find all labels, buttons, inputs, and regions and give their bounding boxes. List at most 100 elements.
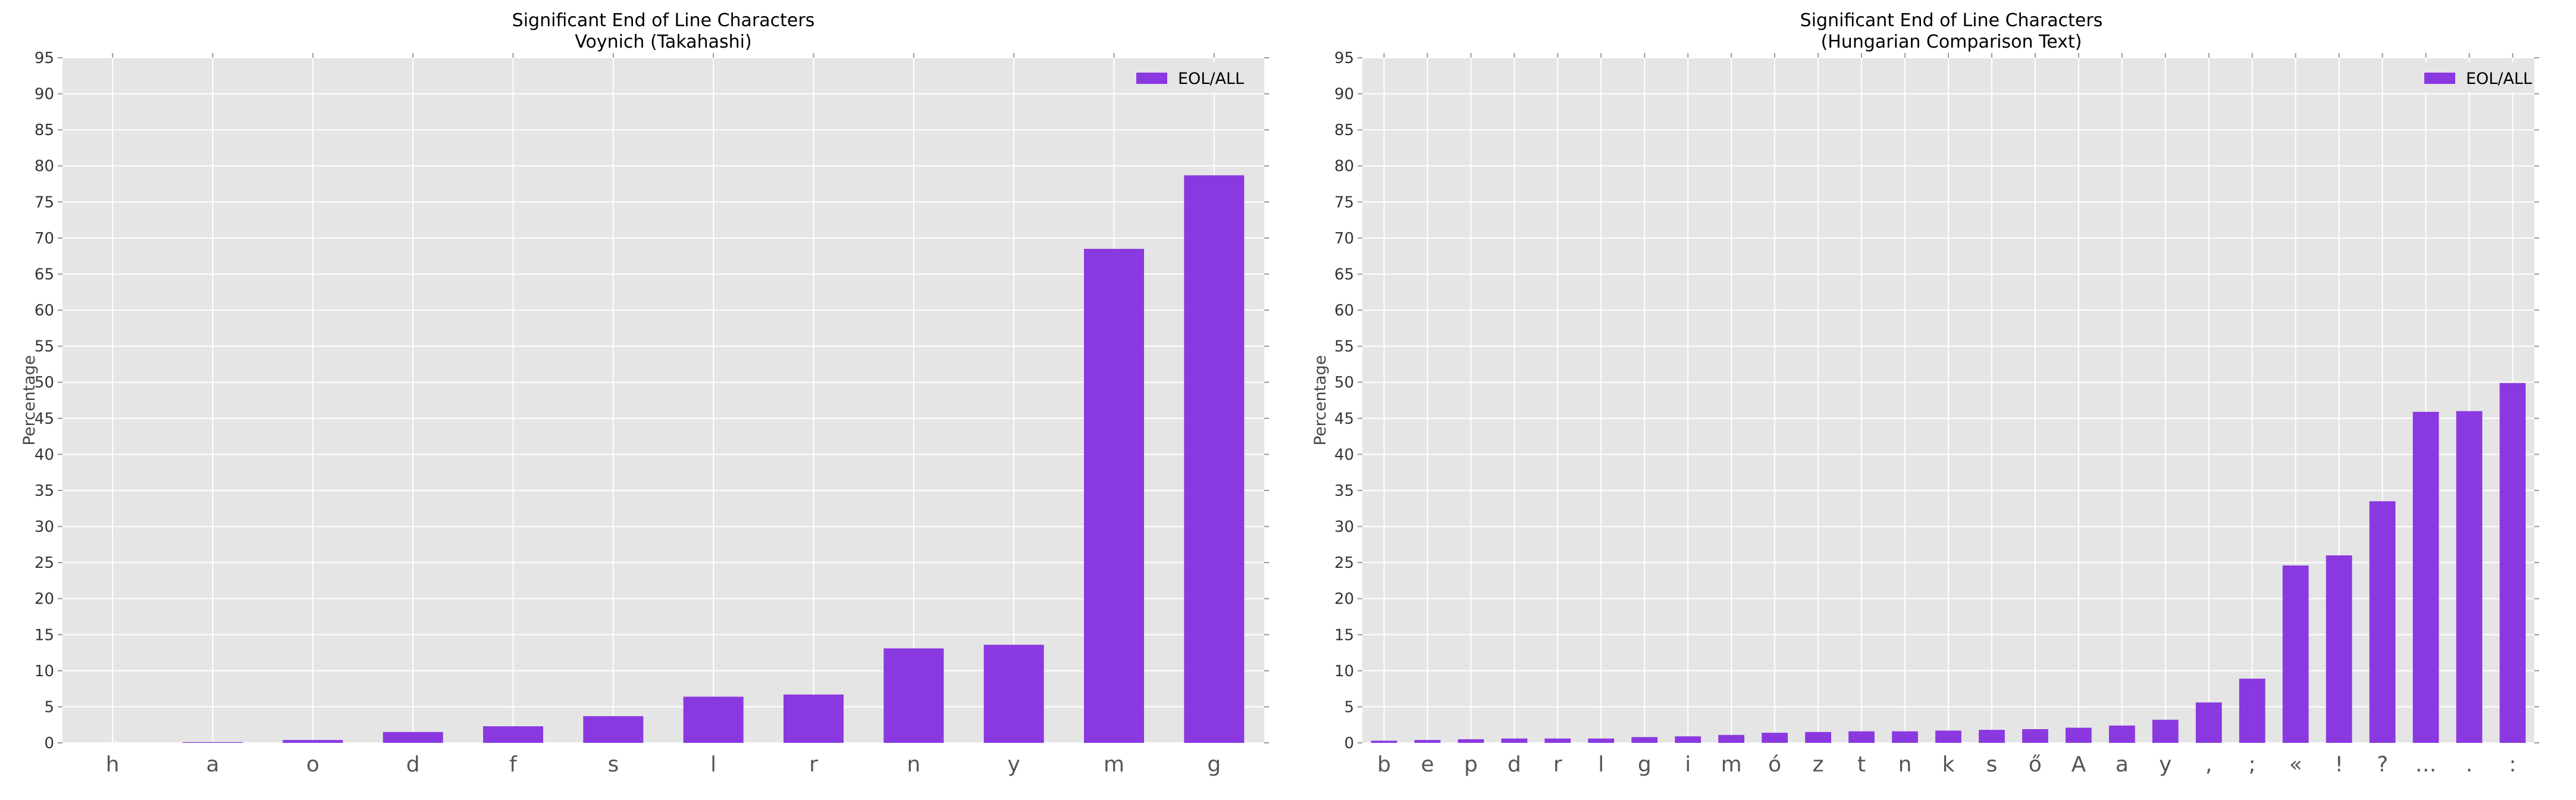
y-axis-label: Percentage <box>20 355 39 446</box>
legend-swatch <box>2424 73 2455 84</box>
x-tick-label: s <box>607 752 619 777</box>
bar <box>1848 731 1875 743</box>
bar <box>383 732 443 743</box>
y-tick-label: 35 <box>1334 482 1354 500</box>
x-tick-label: y <box>1008 752 1020 777</box>
x-tick-label: ! <box>2334 752 2343 777</box>
x-tick-label: n <box>1898 752 1912 777</box>
y-tick-label: 5 <box>1344 698 1354 716</box>
x-tick-label: b <box>1377 752 1391 777</box>
bar <box>2108 725 2135 743</box>
y-tick-label: 65 <box>1334 265 1354 283</box>
bar <box>1979 730 2005 743</box>
x-tick-label: g <box>1638 752 1651 777</box>
bar <box>1371 740 1397 743</box>
x-tick-label: d <box>406 752 420 777</box>
x-tick-label: , <box>2205 752 2212 777</box>
x-tick-label: « <box>2289 752 2302 777</box>
chart-title: Significant End of Line Characters <box>512 10 815 31</box>
bar <box>2152 720 2179 743</box>
bar <box>2369 501 2396 743</box>
x-tick-label: s <box>1986 752 1998 777</box>
y-tick-label: 60 <box>1334 302 1354 320</box>
bar <box>283 740 343 743</box>
y-tick-label: 85 <box>1334 121 1354 139</box>
x-tick-label: z <box>1813 752 1824 777</box>
y-tick-label: 20 <box>1334 590 1354 608</box>
y-tick-label: 80 <box>1334 158 1354 176</box>
bar <box>784 694 844 743</box>
x-tick-label: A <box>2072 752 2086 777</box>
bar <box>883 648 944 743</box>
bar <box>1718 735 1745 743</box>
bar <box>2499 383 2526 743</box>
x-tick-label: d <box>1508 752 1521 777</box>
y-tick-label: 95 <box>35 49 54 67</box>
y-tick-label: 70 <box>1334 230 1354 248</box>
legend-label: EOL/ALL <box>1178 70 1244 88</box>
bar <box>2326 555 2352 743</box>
chart-title: (Hungarian Comparison Text) <box>1821 32 2082 52</box>
x-tick-label: n <box>907 752 920 777</box>
x-tick-label: . <box>2466 752 2472 777</box>
bar <box>1458 739 1484 743</box>
x-tick-label: a <box>2116 752 2129 777</box>
y-tick-label: 95 <box>1334 49 1354 67</box>
bar <box>1588 738 1615 743</box>
y-tick-label: 35 <box>35 482 54 500</box>
bar <box>1414 740 1441 743</box>
y-tick-label: 55 <box>1334 338 1354 356</box>
legend: EOL/ALL <box>1130 62 1259 92</box>
y-tick-label: 45 <box>1334 410 1354 428</box>
bar <box>2412 411 2439 743</box>
y-tick-label: 30 <box>1334 518 1354 536</box>
y-tick-label: 85 <box>35 121 54 139</box>
x-tick-label: k <box>1942 752 1955 777</box>
y-tick-label: 45 <box>35 410 54 428</box>
y-tick-label: 65 <box>35 265 54 283</box>
bar <box>1675 736 1701 743</box>
x-tick-label: : <box>2509 752 2516 777</box>
bar <box>2195 702 2222 743</box>
bar <box>1762 733 1788 743</box>
x-tick-label: p <box>1464 752 1478 777</box>
bar <box>2456 411 2483 743</box>
bar <box>683 696 744 743</box>
bar <box>183 742 243 743</box>
y-tick-label: 40 <box>1334 446 1354 464</box>
chart-panel-1: 0 5 10 15 20 25 30 35 40 45 50 55 60 65 70 75 80 85 90 95 h a… <box>20 10 1269 777</box>
x-tick-label: ó <box>1768 752 1781 777</box>
y-tick-label: 0 <box>44 735 54 752</box>
legend-label: EOL/ALL <box>2466 70 2532 88</box>
y-tick-label: 80 <box>35 158 54 176</box>
y-tick-label: 25 <box>35 554 54 572</box>
bar <box>2239 679 2265 743</box>
y-tick-label: 90 <box>35 86 54 104</box>
bar <box>2282 565 2309 743</box>
x-tick-label: t <box>1857 752 1866 777</box>
bar <box>1892 731 1918 743</box>
bar <box>1084 249 1144 743</box>
x-tick-label: o <box>306 752 319 777</box>
y-tick-label: 15 <box>1334 626 1354 644</box>
bar <box>1544 738 1571 743</box>
x-tick-label: l <box>1598 752 1604 777</box>
chart-title: Significant End of Line Characters <box>1800 10 2103 31</box>
x-tick-label: y <box>2159 752 2171 777</box>
y-tick-label: 5 <box>44 698 54 716</box>
y-tick-label: 60 <box>35 302 54 320</box>
x-tick-label: g <box>1207 752 1221 777</box>
bar <box>1501 738 1528 743</box>
x-tick-label: m <box>1721 752 1742 777</box>
x-tick-label: r <box>809 752 818 777</box>
chart-panel-2: 0 5 10 15 20 25 30 35 40 45 50 55 60 65 70 75 80 85 90 95 b e… <box>1311 10 2539 777</box>
x-tick-label: ? <box>2377 752 2388 777</box>
bar <box>2066 727 2092 743</box>
x-tick-label: i <box>1685 752 1691 777</box>
x-tick-label: m <box>1104 752 1124 777</box>
legend: EOL/ALL <box>2418 62 2532 92</box>
chart-title: Voynich (Takahashi) <box>575 32 751 52</box>
y-tick-label: 10 <box>1334 662 1354 680</box>
x-tick-label: r <box>1553 752 1562 777</box>
